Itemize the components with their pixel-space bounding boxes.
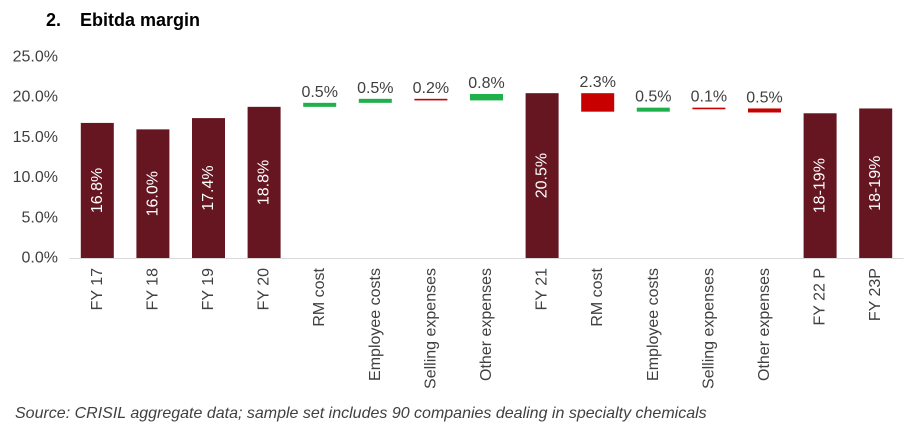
data-label-11-employee-costs: 0.5%	[635, 89, 671, 106]
bar-6-employee-costs	[358, 98, 392, 103]
bar-1-fy-17	[80, 122, 114, 258]
x-tick-label-7-selling-expenses: Selling expenses	[422, 268, 439, 389]
x-tick-label-15-fy-23p: FY 23P	[867, 268, 884, 321]
data-label-5-rm-cost: 0.5%	[301, 84, 337, 101]
data-label-12-selling-expenses: 0.1%	[691, 89, 727, 106]
data-labels: 16.8% 16.0% 17.4% 18.8% 0.5% 0.5% 0.2% 0.8% 20.5…	[89, 74, 884, 216]
data-label-15-fy-23p: 18-19%	[867, 156, 884, 211]
data-label-4-fy-20: 18.8%	[256, 160, 273, 205]
y-tick-label-20-0: 20.0%	[13, 89, 58, 106]
y-tick-label-10-0: 10.0%	[13, 169, 58, 186]
data-label-6-employee-costs: 0.5%	[357, 80, 393, 97]
bar-2-fy-18	[136, 129, 170, 258]
x-tick-label-9-fy-21: FY 21	[534, 268, 551, 311]
data-label-3-fy-19: 17.4%	[200, 165, 217, 210]
bar-5-rm-cost	[303, 102, 337, 107]
data-label-1-fy-17: 16.8%	[89, 168, 106, 213]
data-label-10-rm-cost: 2.3%	[579, 74, 615, 91]
bar-12-selling-expenses	[692, 107, 726, 110]
chart-title: Ebitda margin	[80, 10, 200, 30]
x-tick-label-4-fy-20: FY 20	[256, 268, 273, 311]
data-label-8-other-expenses: 0.8%	[468, 75, 504, 92]
x-tick-label-3-fy-19: FY 19	[200, 268, 217, 311]
x-tick-label-2-fy-18: FY 18	[144, 268, 161, 311]
x-tick-label-14-fy-22-p: FY 22 P	[812, 268, 829, 326]
data-label-2-fy-18: 16.0%	[144, 171, 161, 216]
x-tick-label-11-employee-costs: Employee costs	[645, 268, 662, 381]
y-tick-label-25-0: 25.0%	[13, 49, 58, 66]
x-tick-label-5-rm-cost: RM cost	[311, 267, 328, 326]
data-label-13-other-expenses: 0.5%	[746, 89, 782, 106]
bar-14-fy-22-p	[803, 113, 837, 258]
x-tick-label-12-selling-expenses: Selling expenses	[700, 268, 717, 389]
bar-4-fy-20	[247, 106, 281, 259]
x-tick-label-1-fy-17: FY 17	[89, 268, 106, 311]
y-tick-label-0-0: 0.0%	[22, 250, 58, 267]
y-axis-tick-labels: 0.0% 5.0% 10.0% 15.0% 20.0% 25.0%	[13, 49, 58, 267]
x-tick-label-8-other-expenses: Other expenses	[478, 268, 495, 381]
data-label-9-fy-21: 20.5%	[534, 153, 551, 198]
figure-number: 2.	[46, 10, 61, 30]
y-tick-label-5-0: 5.0%	[22, 209, 58, 226]
x-tick-label-6-employee-costs: Employee costs	[367, 268, 384, 381]
x-tick-label-13-other-expenses: Other expenses	[756, 268, 773, 381]
x-axis-tick-labels: FY 17 FY 18 FY 19 FY 20 RM cost Employee cost…	[89, 267, 884, 389]
x-tick-label-10-rm-cost: RM cost	[589, 267, 606, 326]
bar-15-fy-23p	[859, 108, 893, 259]
y-tick-label-15-0: 15.0%	[13, 129, 58, 146]
bar-3-fy-19	[192, 118, 225, 258]
waterfall-bars	[80, 93, 893, 259]
bar-7-selling-expenses	[414, 98, 448, 101]
data-label-14-fy-22-p: 18-19%	[812, 158, 829, 213]
bar-13-other-expenses	[748, 108, 781, 113]
bar-11-employee-costs	[636, 107, 670, 112]
data-label-7-selling-expenses: 0.2%	[413, 80, 449, 97]
bar-9-fy-21	[525, 93, 559, 259]
bar-8-other-expenses	[470, 93, 503, 101]
source-note: Source: CRISIL aggregate data; sample se…	[15, 405, 707, 422]
bar-10-rm-cost	[581, 93, 615, 112]
